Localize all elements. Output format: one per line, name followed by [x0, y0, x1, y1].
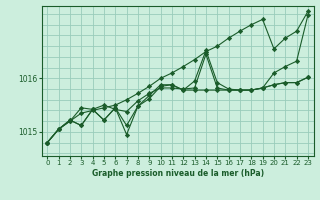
X-axis label: Graphe pression niveau de la mer (hPa): Graphe pression niveau de la mer (hPa) — [92, 169, 264, 178]
